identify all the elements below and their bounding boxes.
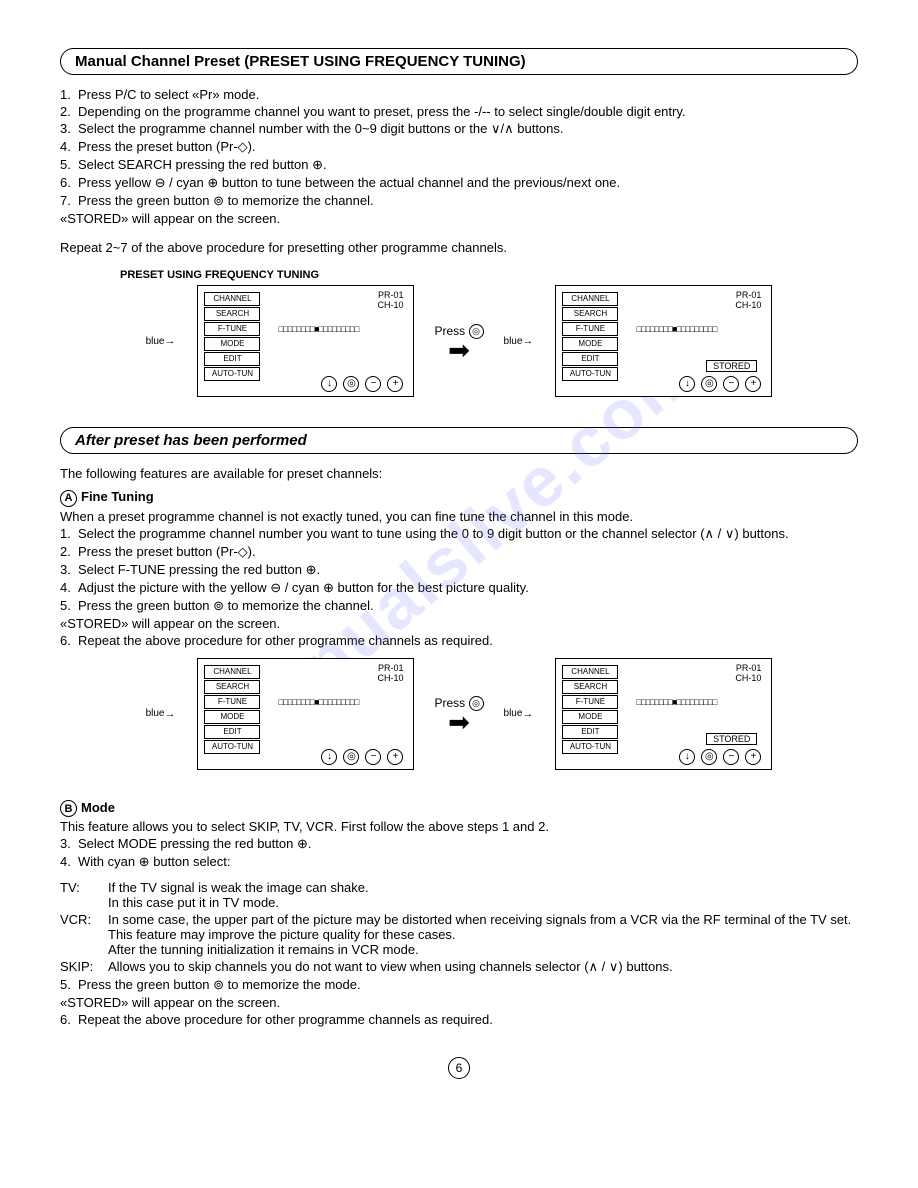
tv-row: TV: If the TV signal is weak the image c… [60, 880, 858, 910]
minus-icon: − [365, 376, 381, 392]
a-step6: Repeat the above procedure for other pro… [78, 633, 493, 648]
s1-step1: Press P/C to select «Pr» mode. [78, 87, 259, 102]
osd-stored: STORED [706, 360, 757, 372]
b-step6: Repeat the above procedure for other pro… [78, 1012, 493, 1027]
s1-step4: Press the preset button (Pr-◇). [78, 139, 256, 154]
diagram-row-1: blue→ CHANNEL SEARCH F-TUNE MODE EDIT AU… [60, 285, 858, 397]
a-step3: Select F-TUNE pressing the red button ⊕. [78, 562, 320, 577]
tv-label: TV: [60, 880, 108, 910]
press-arrow-2: Press ◎ ➡ [434, 696, 483, 731]
tv-text1: If the TV signal is weak the image can s… [108, 880, 858, 895]
b-steps-2: 5.Press the green button ⊚ to memorize t… [60, 977, 858, 1027]
s1-step2: Depending on the programme channel you w… [78, 104, 686, 119]
a-step1: Select the programme channel number you … [78, 526, 789, 541]
osd-1-left: CHANNEL SEARCH F-TUNE MODE EDIT AUTO-TUN… [197, 285, 414, 397]
vcr-label: VCR: [60, 912, 108, 957]
press-arrow-1: Press ◎ ➡ [434, 324, 483, 359]
diag1-title: PRESET USING FREQUENCY TUNING [120, 269, 858, 281]
blue-label-1: blue→ [146, 335, 178, 347]
s1-repeat: Repeat 2~7 of the above procedure for pr… [60, 240, 858, 255]
a-step5: Press the green button ⊚ to memorize the… [78, 598, 374, 613]
plus-icon: + [387, 376, 403, 392]
b-steps: 3.Select MODE pressing the red button ⊕.… [60, 836, 858, 870]
b-step3: Select MODE pressing the red button ⊕. [78, 836, 311, 851]
osd-2-left: CHANNEL SEARCH F-TUNE MODE EDIT AUTO-TUN… [197, 658, 414, 770]
b-step5: Press the green button ⊚ to memorize the… [78, 977, 361, 992]
osd-menu-ftune: F-TUNE [204, 322, 260, 336]
osd-ch: CH-10 [377, 300, 403, 310]
osd-pr: PR-01 [378, 290, 404, 300]
osd-2-right: CHANNEL SEARCH F-TUNE MODE EDIT AUTO-TUN… [555, 658, 772, 770]
vcr-text3: After the tunning initialization it rema… [108, 942, 858, 957]
a-intro: When a preset programme channel is not e… [60, 509, 858, 524]
s2-intro: The following features are available for… [60, 466, 858, 481]
b-intro: This feature allows you to select SKIP, … [60, 819, 858, 834]
down-icon: ↓ [321, 376, 337, 392]
osd-bar: □□□□□□□□■□□□□□□□□□ [278, 324, 358, 334]
b-step4: With cyan ⊕ button select: [78, 854, 231, 869]
osd-menu-edit: EDIT [204, 352, 260, 366]
s1-step7: Press the green button ⊚ to memorize the… [78, 193, 374, 208]
s1-step3: Select the programme channel number with… [78, 121, 564, 136]
a-stored-note: «STORED» will appear on the screen. [60, 616, 280, 631]
osd-menu-autotun: AUTO-TUN [204, 367, 260, 381]
a-step4: Adjust the picture with the yellow ⊖ / c… [78, 580, 529, 595]
skip-label: SKIP: [60, 959, 108, 975]
diagram-row-2: blue→ CHANNEL SEARCH F-TUNE MODE EDIT AU… [60, 658, 858, 770]
section1-title: Manual Channel Preset (PRESET USING FREQ… [60, 48, 858, 75]
osd-1-right: CHANNEL SEARCH F-TUNE MODE EDIT AUTO-TUN… [555, 285, 772, 397]
vcr-text1: In some case, the upper part of the pict… [108, 912, 858, 927]
a-steps: 1.Select the programme channel number yo… [60, 526, 858, 648]
s1-step5: Select SEARCH pressing the red button ⊕. [78, 157, 327, 172]
blue-label-4: blue→ [504, 708, 536, 720]
page-number: 6 [60, 1057, 858, 1079]
skip-row: SKIP: Allows you to skip channels you do… [60, 959, 858, 975]
b-heading: BMode [60, 800, 858, 818]
osd-menu-search: SEARCH [204, 307, 260, 321]
section2-title: After preset has been performed [60, 427, 858, 454]
osd-menu-channel: CHANNEL [204, 292, 260, 306]
blue-label-2: blue→ [504, 335, 536, 347]
section1-steps: 1.Press P/C to select «Pr» mode. 2.Depen… [60, 87, 858, 226]
store-icon: ◎ [343, 376, 359, 392]
s1-stored-note: «STORED» will appear on the screen. [60, 211, 280, 226]
skip-text: Allows you to skip channels you do not w… [108, 959, 858, 975]
s1-step6: Press yellow ⊖ / cyan ⊕ button to tune b… [78, 175, 620, 190]
osd-menu-mode: MODE [204, 337, 260, 351]
a-heading: AFine Tuning [60, 489, 858, 507]
b-stored-note: «STORED» will appear on the screen. [60, 995, 280, 1010]
tv-text2: In this case put it in TV mode. [108, 895, 858, 910]
vcr-row: VCR: In some case, the upper part of the… [60, 912, 858, 957]
blue-label-3: blue→ [146, 708, 178, 720]
a-step2: Press the preset button (Pr-◇). [78, 544, 256, 559]
vcr-text2: This feature may improve the picture qua… [108, 927, 858, 942]
